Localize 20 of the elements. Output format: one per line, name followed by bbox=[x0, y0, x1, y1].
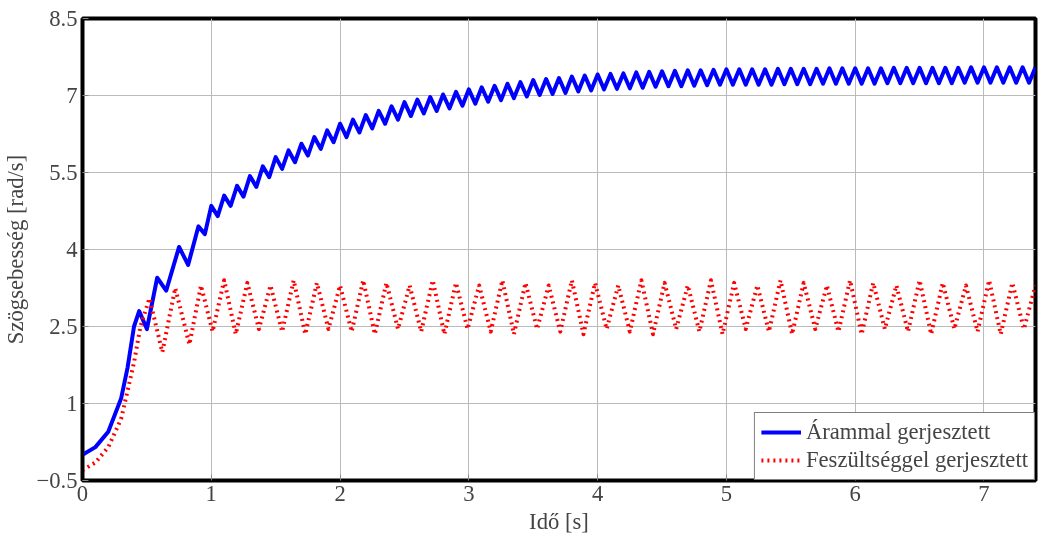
y-tick-label: 1 bbox=[66, 391, 78, 416]
legend-label: Árammal gerjesztett bbox=[805, 419, 991, 445]
x-tick-label: 3 bbox=[463, 480, 475, 506]
x-axis-title: Idő [s] bbox=[529, 508, 589, 534]
x-tick-label: 5 bbox=[720, 480, 733, 506]
y-tick-label: 5.5 bbox=[49, 160, 78, 185]
x-tick-label: 2 bbox=[334, 480, 346, 506]
y-tick-label: 2.5 bbox=[49, 314, 78, 339]
x-tick-label: 4 bbox=[591, 480, 604, 506]
y-axis-title: Szögsebesség [rad/s] bbox=[3, 154, 29, 345]
x-tick-label: 7 bbox=[978, 480, 990, 506]
y-tick-label: 8.5 bbox=[49, 6, 78, 31]
x-tick-label: 0 bbox=[76, 480, 89, 506]
y-tick-label: 7 bbox=[66, 83, 78, 108]
x-tick-label: 6 bbox=[849, 480, 861, 506]
y-tick-label: 4 bbox=[66, 237, 78, 262]
line-series bbox=[82, 278, 1036, 473]
y-tick-label: −0.5 bbox=[36, 468, 78, 493]
x-tick-label: 1 bbox=[205, 480, 217, 506]
legend-label: Feszültséggel gerjesztett bbox=[805, 447, 1028, 473]
